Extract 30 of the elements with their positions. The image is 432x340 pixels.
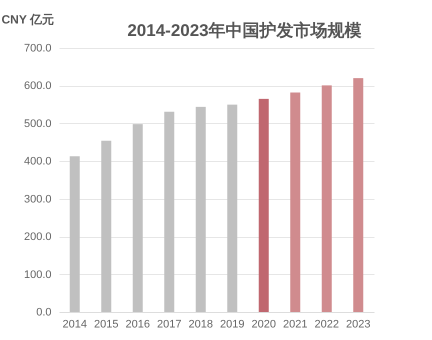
x-tick-label: 2021 [283, 318, 308, 330]
x-tick-label: 2014 [62, 318, 87, 330]
x-tick-label: 2017 [157, 318, 182, 330]
x-tick-label: 2015 [94, 318, 118, 330]
y-tick-label: 200.0 [24, 231, 52, 244]
bar [101, 140, 112, 312]
y-tick-label: 300.0 [24, 193, 52, 206]
x-tick-label: 2016 [126, 318, 150, 330]
y-tick-label: 400.0 [24, 156, 52, 168]
x-tick-label: 2020 [252, 318, 276, 330]
x-tick-label: 2019 [220, 318, 244, 330]
y-tick-label: 500.0 [24, 118, 52, 130]
bar [196, 106, 206, 312]
x-tick-label: 2018 [188, 318, 213, 330]
x-tick-label: 2023 [346, 318, 370, 330]
bar [258, 98, 269, 312]
bar [290, 92, 300, 312]
y-tick-label: 600.0 [24, 80, 52, 92]
y-axis-title: CNY 亿元 [2, 12, 54, 26]
bar [132, 124, 143, 312]
x-tick-label: 2022 [314, 318, 339, 330]
bar [227, 104, 238, 312]
bar [70, 156, 80, 312]
bar [164, 112, 174, 312]
y-tick-label: 700.0 [24, 42, 52, 54]
chart-title: 2014-2023年中国护发市场规模 [127, 21, 362, 40]
bar [353, 78, 364, 312]
y-tick-label: 0.0 [36, 306, 52, 318]
bar [322, 85, 332, 312]
y-tick-label: 100.0 [24, 268, 52, 281]
